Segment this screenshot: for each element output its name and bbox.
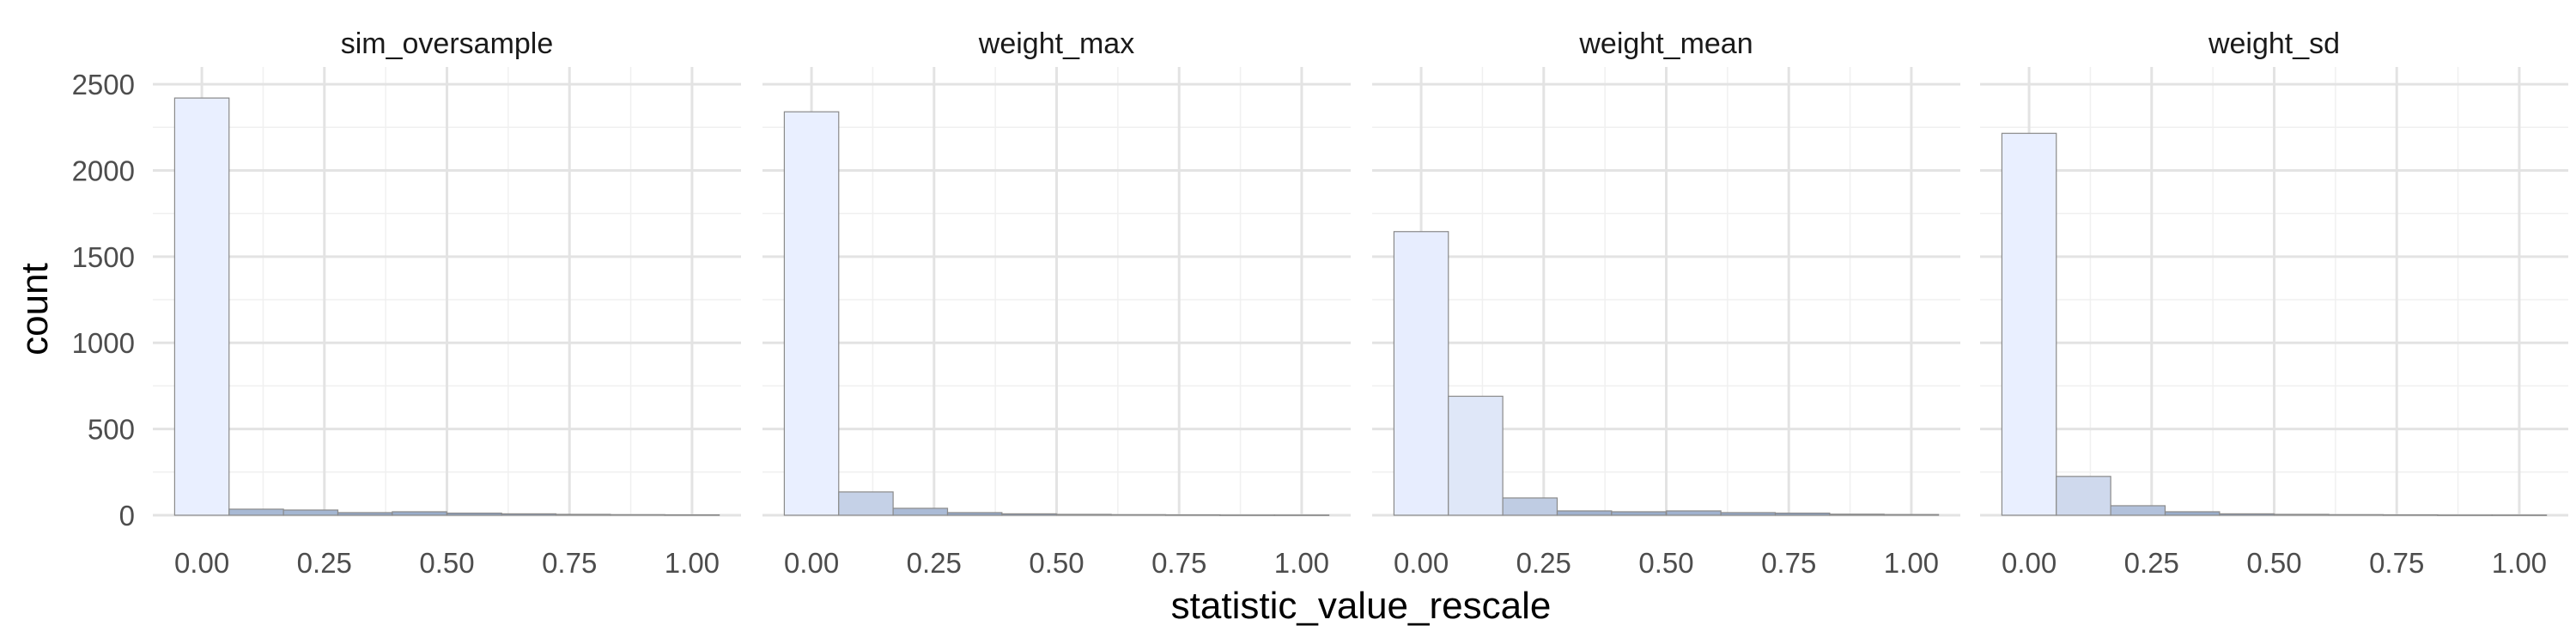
x-tick-label: 0.50: [419, 547, 474, 579]
histogram-bar: [1829, 513, 1885, 516]
x-tick-label: 1.00: [1274, 547, 1329, 579]
histogram-bar: [1164, 513, 1221, 516]
facet-title: weight_max: [978, 27, 1134, 60]
histogram-bar: [1611, 511, 1667, 516]
x-tick-label: 0.75: [1761, 547, 1816, 579]
x-tick-label: 1.00: [1884, 547, 1939, 579]
histogram-bar: [783, 111, 840, 516]
x-tick-label: 0.00: [174, 547, 229, 579]
histogram-bar: [892, 507, 949, 516]
histogram-bar: [838, 491, 894, 516]
histogram-bar: [610, 513, 665, 516]
histogram-bar: [501, 513, 557, 516]
histogram-bar: [1774, 512, 1831, 516]
y-tick-label: 2000: [72, 155, 135, 186]
histogram-bar: [1666, 510, 1722, 516]
x-axis-title: statistic_value_rescale: [1171, 585, 1552, 627]
histogram-bar: [1001, 513, 1057, 516]
x-tick-label: 0.50: [1029, 547, 1084, 579]
x-tick-label: 0.50: [1638, 547, 1693, 579]
facet-title: sim_oversample: [341, 27, 554, 60]
x-tick-label: 1.00: [2492, 547, 2547, 579]
facet-panel-sim-oversample: sim_oversample 0.00 0.25 0.50 0.75 1.00: [153, 27, 741, 579]
histogram-bar: [2382, 513, 2439, 516]
y-tick-label: 1000: [72, 327, 135, 359]
histogram-bar: [2056, 476, 2111, 516]
histogram-bar: [337, 512, 393, 516]
facet-title: weight_sd: [2208, 27, 2340, 60]
x-tick-label: 0.75: [2369, 547, 2424, 579]
histogram-bar: [2274, 513, 2330, 516]
histogram-bar: [1448, 395, 1504, 516]
histogram-bar: [2001, 132, 2057, 516]
facet-title: weight_mean: [1578, 27, 1753, 60]
histogram-bar: [1273, 514, 1330, 516]
histogram-bar: [447, 512, 502, 516]
histogram-bar: [1720, 512, 1777, 516]
histogram-bar: [2437, 514, 2493, 516]
x-tick-label: 0.25: [1516, 547, 1571, 579]
histogram-bar: [555, 513, 611, 516]
histogram-bar: [1502, 497, 1558, 516]
x-tick-label: 0.25: [907, 547, 962, 579]
y-axis-title: count: [14, 263, 56, 355]
x-tick-label: 0.50: [2246, 547, 2301, 579]
facet-panel-weight-max: weight_max 0.00 0.25 0.50 0.75 1.00: [762, 27, 1351, 579]
y-axis: 0 500 1000 1500 2000 2500: [72, 69, 135, 532]
histogram-bar: [2164, 511, 2221, 516]
x-tick-label: 0.00: [2002, 547, 2057, 579]
x-tick-label: 0.75: [1151, 547, 1206, 579]
histogram-bar: [1556, 510, 1613, 516]
y-tick-label: 1500: [72, 241, 135, 273]
y-tick-label: 0: [119, 500, 135, 532]
x-tick-label: 0.00: [784, 547, 839, 579]
y-tick-label: 500: [88, 414, 135, 446]
y-tick-label: 2500: [72, 69, 135, 100]
histogram-bar: [392, 511, 447, 516]
histogram-bar: [1883, 513, 1940, 516]
histogram-bar: [946, 512, 1003, 516]
histogram-bar: [228, 508, 284, 516]
histogram-bar: [1056, 513, 1112, 516]
histogram-bar: [664, 513, 720, 516]
facet-panel-weight-sd: weight_sd 0.00 0.25 0.50 0.75 1.00: [1980, 27, 2568, 579]
histogram-bar: [2219, 513, 2275, 516]
x-tick-label: 0.75: [542, 547, 597, 579]
x-tick-label: 0.25: [297, 547, 352, 579]
x-tick-label: 0.00: [1394, 547, 1449, 579]
histogram-bar: [2491, 514, 2548, 516]
histogram-bar: [1219, 514, 1275, 516]
x-tick-label: 0.25: [2124, 547, 2179, 579]
facet-panel-weight-mean: weight_mean 0.00 0.25 0.50 0.75 1.00: [1372, 27, 1960, 579]
x-tick-label: 1.00: [665, 547, 720, 579]
histogram-bar: [1393, 231, 1449, 516]
histogram-bar: [283, 509, 339, 516]
histogram-bar: [1110, 513, 1167, 516]
histogram-bar: [2328, 513, 2385, 516]
histogram-bar: [2110, 505, 2166, 516]
histogram-bar: [173, 97, 230, 516]
